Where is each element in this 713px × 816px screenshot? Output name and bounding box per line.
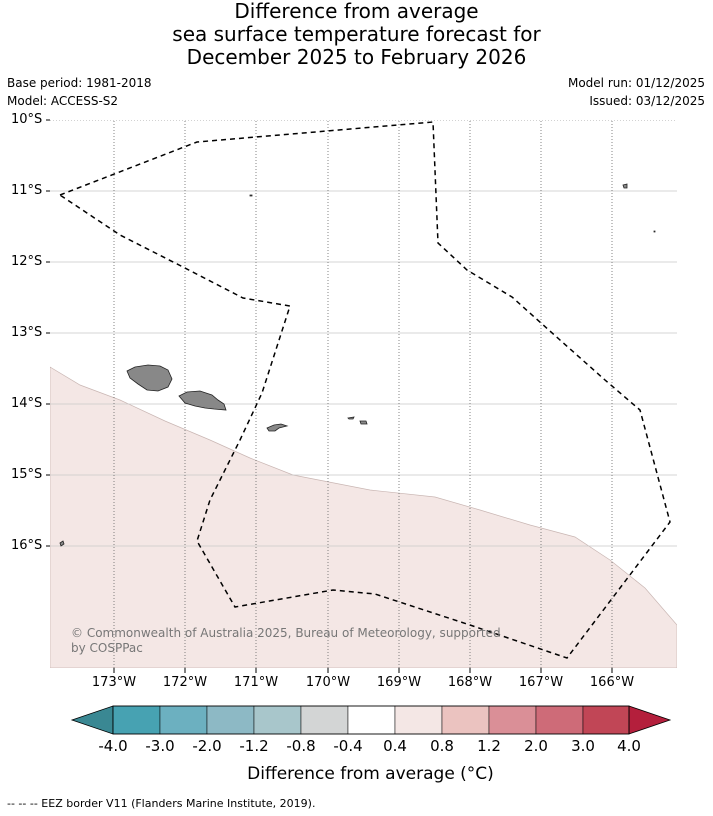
land-masses xyxy=(59,183,656,547)
colorbar-segment-9 xyxy=(488,705,537,735)
islet-1 xyxy=(249,194,253,197)
colorbar-outline xyxy=(112,705,630,735)
lon-label-171w: 171°W xyxy=(233,675,279,690)
island-savaii xyxy=(126,364,173,392)
colorbar-segment-3 xyxy=(206,705,255,735)
island-upolu xyxy=(178,390,227,411)
colorbar-high-extension xyxy=(628,705,672,735)
anomaly-region xyxy=(50,366,677,668)
lat-label-16s: 16°S xyxy=(11,538,43,553)
lat-label-12s: 12°S xyxy=(11,254,43,269)
colorbar-segment-2 xyxy=(159,705,208,735)
title-line-2: sea surface temperature forecast for xyxy=(172,22,541,46)
colorbar-label-9: 1.2 xyxy=(477,737,501,755)
eez-border xyxy=(59,121,671,659)
lat-label-10s: 10°S xyxy=(11,112,43,127)
island-tutuila xyxy=(266,423,289,432)
lon-label-166w: 166°W xyxy=(589,675,635,690)
colorbar xyxy=(70,705,672,735)
lon-label-167w: 167°W xyxy=(518,675,564,690)
lon-label-168w: 168°W xyxy=(447,675,493,690)
colorbar-label-7: 0.4 xyxy=(383,737,407,755)
model-run-text: Model run: 01/12/2025 xyxy=(567,76,705,90)
colorbar-segment-10 xyxy=(535,705,584,735)
colorbar-label-5: -0.8 xyxy=(286,737,316,755)
lat-label-11s: 11°S xyxy=(11,183,43,198)
island-tau xyxy=(359,420,368,425)
eez-samoa xyxy=(59,121,671,659)
lat-ticks xyxy=(46,119,50,547)
lon-ticks xyxy=(113,668,613,673)
island-ofu xyxy=(347,416,355,420)
lat-gridlines xyxy=(50,190,677,547)
credit-line-2: by COSPPac xyxy=(71,641,143,655)
base-period-text: Base period: 1981-2018 xyxy=(7,76,152,90)
copyright-credit: © Commonwealth of Australia 2025, Bureau… xyxy=(71,626,501,656)
lat-label-15s: 15°S xyxy=(11,467,43,482)
colorbar-title: Difference from average (°C) xyxy=(247,764,494,784)
colorbar-label-8: 0.8 xyxy=(430,737,454,755)
chart-title: Difference from average sea surface temp… xyxy=(0,0,713,69)
colorbar-segment-1 xyxy=(112,705,161,735)
colorbar-segment-5 xyxy=(300,705,349,735)
lat-label-14s: 14°S xyxy=(11,396,43,411)
colorbar-low-extension xyxy=(70,705,114,735)
meta-right: Model run: 01/12/2025 Issued: 03/12/2025 xyxy=(568,74,705,110)
lon-gridlines xyxy=(113,120,613,668)
colorbar-segment-7 xyxy=(394,705,443,735)
credit-line-1: © Commonwealth of Australia 2025, Bureau… xyxy=(71,626,501,640)
islet-3 xyxy=(653,230,656,233)
colorbar-label-6: -0.4 xyxy=(333,737,363,755)
issued-text: Issued: 03/12/2025 xyxy=(589,94,705,108)
colorbar-label-1: -4.0 xyxy=(98,737,128,755)
colorbar-label-10: 2.0 xyxy=(524,737,548,755)
colorbar-segment-4 xyxy=(253,705,302,735)
colorbar-label-3: -2.0 xyxy=(192,737,222,755)
lon-label-170w: 170°W xyxy=(305,675,351,690)
lon-label-169w: 169°W xyxy=(376,675,422,690)
lon-label-173w: 173°W xyxy=(91,675,137,690)
colorbar-label-2: -3.0 xyxy=(145,737,175,755)
islet-swains xyxy=(622,183,628,189)
colorbar-label-12: 4.0 xyxy=(617,737,641,755)
colorbar-segment-6 xyxy=(347,705,396,735)
islet-4 xyxy=(59,540,65,547)
title-line-1: Difference from average xyxy=(234,0,479,23)
colorbar-label-11: 3.0 xyxy=(571,737,595,755)
model-text: Model: ACCESS-S2 xyxy=(7,94,119,108)
title-line-3: December 2025 to February 2026 xyxy=(186,45,527,69)
colorbar-segment-8 xyxy=(441,705,490,735)
meta-left: Base period: 1981-2018 Model: ACCESS-S2 xyxy=(7,74,152,110)
colorbar-label-4: -1.2 xyxy=(239,737,269,755)
colorbar-segment-11 xyxy=(582,705,630,735)
eez-legend-footer: -- -- -- EEZ border V11 (Flanders Marine… xyxy=(7,797,316,810)
lon-label-172w: 172°W xyxy=(162,675,208,690)
lat-label-13s: 13°S xyxy=(11,325,43,340)
